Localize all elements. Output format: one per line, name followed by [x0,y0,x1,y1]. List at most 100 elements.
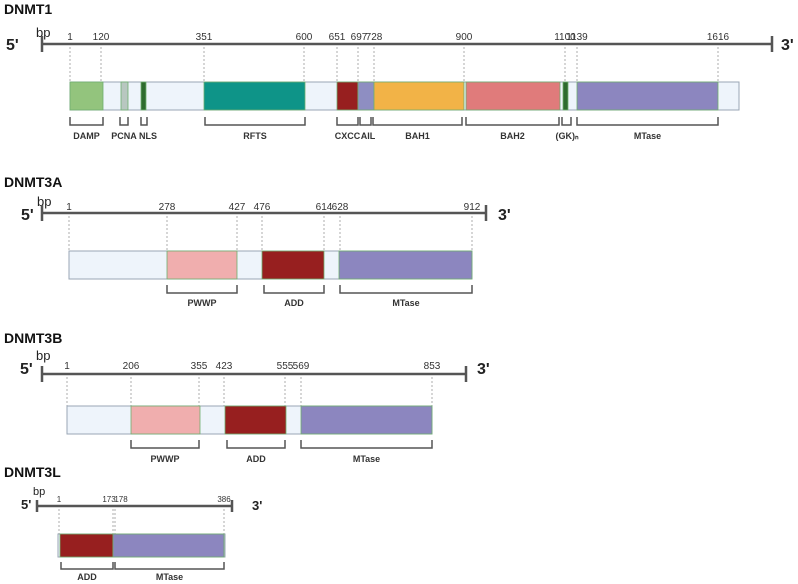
dnmt1-domain-label-nls: NLS [139,131,157,141]
dnmt3l-position-label-178: 178 [114,495,128,504]
dnmt1-domain-nls [140,81,147,111]
dnmt3b-position-label-206: 206 [123,361,140,372]
dnmt1-position-label-600: 600 [296,32,313,43]
dnmt3b-position-label-355: 355 [191,361,208,372]
dnmt3a-position-label-427: 427 [229,202,246,213]
dnmt3b-position-label-555: 555 [277,361,294,372]
dnmt3a-position-label-628: 628 [332,202,349,213]
dnmt1-domain-label-damp: DAMP [73,131,100,141]
dnmt1-domain-label-pcna: PCNA [111,131,137,141]
dnmt3b-domain-mtase [300,405,433,435]
dnmt1-bracket-bah1 [372,117,463,126]
dnmt1-position-label-651: 651 [329,32,346,43]
dnmt1-position-label-1616: 1616 [707,32,730,43]
dnmt1-bracket-rfts [204,117,306,126]
dnmt3a-bracket-mtase [339,285,473,294]
dnmt3l-title: DNMT3L [4,464,61,480]
dnmt3b-domain-pwwp [130,405,201,435]
dnmt3a-five-prime-label: 5' [21,207,34,224]
dnmt3a-position-label-912: 912 [464,202,481,213]
dnmt3b-bracket-mtase [300,440,433,449]
dnmt1-domain-label-ail: AIL [361,131,376,141]
dnmt1-domain-rfts [203,81,306,111]
dnmt1-domain-label-rfts: RFTS [243,131,267,141]
dnmt3l-domain-label-mtase: MTase [156,572,183,582]
dnmt3a-bracket-add [263,285,325,294]
dnmt1-bracket-bah2 [465,117,560,126]
dnmt3l-five-prime-label: 5' [21,497,31,512]
dnmt1-bracket-mtase [576,117,719,126]
dnmt1-position-label-1100: 1100 [554,32,576,43]
dnmt3b-position-label-569: 569 [293,361,310,372]
dnmt1-domain-mtase [576,81,719,111]
dnmt3a-three-prime-label: 3' [498,207,511,224]
dnmt3l-position-label-1: 1 [57,495,62,504]
dnmt1-position-label-728: 728 [366,32,383,43]
dnmt1-domain-label-cxcc: CXCC [335,131,361,141]
dnmt1-bracket-cxcc [336,117,359,126]
dnmt3l-domain-add [59,533,114,558]
dnmt3b-position-label-423: 423 [216,361,233,372]
dnmt3a-panel: DNMT3A 5' 3' bp 1 278 427 476 614 628 912 PWWP ADD MT… [4,174,511,308]
dnmt1-domain-bah1 [373,81,465,111]
dnmt1-position-label-1: 1 [67,32,73,43]
dnmt3a-position-label-614: 614 [316,202,333,213]
dnmt3b-position-label-1: 1 [64,361,70,372]
dnmt3a-domain-label-pwwp: PWWP [188,298,217,308]
dnmt1-domain-damp [69,81,104,111]
dnmt3b-domain-add [224,405,287,435]
dnmt1-domain-bah2 [465,81,561,111]
dnmt3l-position-label-386: 386 [217,495,231,504]
dnmt1-five-prime-label: 5' [6,37,19,54]
dnmt3a-domain-label-add: ADD [284,298,304,308]
dnmt3l-domain-mtase [112,533,225,558]
dnmt1-domain-gk [562,81,569,111]
dnmt3b-bracket-pwwp [130,440,200,449]
dnmt3a-position-label-1: 1 [66,202,72,213]
dnmt3a-domain-mtase [338,250,473,280]
dnmt1-title: DNMT1 [4,1,52,17]
dnmt3l-position-label-173: 173 [102,495,116,504]
dnmt1-bp-unit-label: bp [36,25,50,40]
dnmt1-position-label-351: 351 [196,32,213,43]
dnmt3b-domain-label-add: ADD [246,454,266,464]
dnmt1-domain-ail [357,81,375,111]
dnmt1-domain-label-gk: (GK)ₙ [555,131,578,141]
dnmt3a-position-label-476: 476 [254,202,271,213]
dnmt1-bracket-ail [359,117,372,126]
dnmt1-domain-label-bah2: BAH2 [500,131,525,141]
dnmt3a-position-label-278: 278 [159,202,176,213]
dnmt1-position-label-120: 120 [93,32,110,43]
dnmt3a-title: DNMT3A [4,174,62,190]
dnmt3b-domain-label-pwwp: PWWP [151,454,180,464]
dnmt1-bracket-damp [69,117,104,126]
dnmt3l-bracket-mtase [114,562,225,570]
dnmt3l-bp-unit-label: bp [33,486,45,498]
dnmt3b-title: DNMT3B [4,330,62,346]
dnmt3l-bracket-add [60,562,114,570]
dnmt3b-position-label-853: 853 [424,361,441,372]
dnmt1-bracket-pcna [119,117,129,126]
dnmt1-domain-cxcc [336,81,359,111]
dnmt3l-three-prime-label: 3' [252,498,262,513]
dnmt3b-panel: DNMT3B 5' 3' bp 1 206 355 423 555 569 853 PWWP ADD MT… [4,330,490,464]
dnmt1-three-prime-label: 3' [781,37,794,54]
dnmt3l-domain-label-add: ADD [77,572,97,582]
dnmt1-bracket-gk [561,117,572,126]
dnmt3b-bracket-add [226,440,286,449]
dnmt1-domain-label-bah1: BAH1 [405,131,430,141]
dnmt1-position-label-697: 697 [351,32,368,43]
dnmt3a-domain-add [261,250,325,280]
dnmt3a-domain-label-mtase: MTase [392,298,419,308]
dnmt1-position-label-1139: 1139 [566,32,588,43]
dnmt1-domain-label-mtase: MTase [634,131,661,141]
dnmt1-position-label-900: 900 [456,32,473,43]
dnmt1-bracket-nls [140,117,148,126]
dnmt3a-bp-unit-label: bp [37,194,51,209]
dnmt3b-five-prime-label: 5' [20,361,33,378]
dnmt3b-bp-unit-label: bp [36,348,50,363]
dnmt3b-domain-label-mtase: MTase [353,454,380,464]
